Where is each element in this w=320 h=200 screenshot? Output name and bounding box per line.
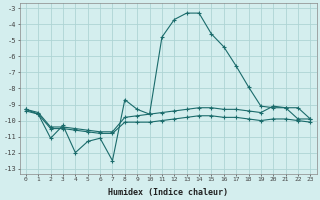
X-axis label: Humidex (Indice chaleur): Humidex (Indice chaleur) [108,188,228,197]
